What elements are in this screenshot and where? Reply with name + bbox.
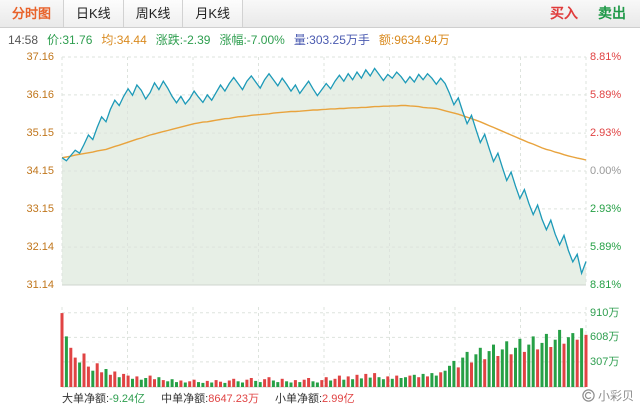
price-axis-label: 35.15 (26, 127, 54, 139)
percent-axis-label: 0.00% (590, 165, 622, 177)
buy-button[interactable]: 买入 (550, 5, 578, 21)
sell-button[interactable]: 卖出 (598, 5, 626, 21)
avg-price-line (61, 104, 587, 161)
volume-axis-label: 608万 (590, 331, 620, 343)
xiaocaibei-logo-icon (582, 389, 595, 402)
quote-time: 14:58 (8, 33, 39, 47)
quote-price: 价:31.76 (47, 33, 93, 47)
quote-average: 均:34.44 (101, 33, 147, 47)
medium-order-net: 中单净额:8647.23万 (161, 392, 259, 405)
tab-bar: 分时图 日K线 周K线 月K线 买入 卖出 (0, 0, 640, 28)
price-line (61, 67, 587, 276)
large-order-net: 大单净额:-9.24亿 (62, 392, 146, 405)
tab-intraday[interactable]: 分时图 (12, 6, 52, 21)
fund-flow-bar: 大单净额:-9.24亿 中单净额:8647.23万 小单净额:2.99亿 小彩贝 (0, 387, 640, 405)
medium-order-net-value: 8647.23万 (208, 392, 259, 405)
price-axis-label: 32.14 (26, 241, 54, 253)
large-order-net-value: -9.24亿 (109, 392, 146, 405)
watermark-text: 小彩贝 (597, 389, 634, 403)
price-area-fill (62, 68, 586, 286)
quote-amount: 额:9634.94万 (378, 33, 450, 47)
volume-axis-label: 307万 (590, 356, 620, 368)
price-axis-label: 33.15 (26, 203, 54, 215)
chart-canvas[interactable] (0, 52, 640, 390)
watermark: 小彩贝 (582, 387, 634, 404)
price-axis-label: 36.16 (26, 89, 54, 101)
percent-axis-label: 5.89% (590, 241, 622, 253)
small-order-net: 小单净额:2.99亿 (274, 392, 355, 405)
price-axis-label: 34.15 (26, 165, 54, 177)
quote-change-percent: 涨幅:-7.00% (219, 33, 285, 47)
tabbar-spacer (243, 0, 540, 27)
price-axis-label: 37.16 (26, 51, 54, 63)
tab-daily-k[interactable]: 日K线 (63, 0, 123, 27)
quote-volume: 量:303.25万手 (293, 33, 370, 47)
volume-axis-label: 910万 (590, 307, 620, 319)
percent-axis-label: 8.81% (590, 279, 622, 291)
intraday-chart: 37.16 36.16 35.15 34.15 33.15 32.14 31.1… (0, 51, 640, 390)
small-order-net-value: 2.99亿 (322, 392, 355, 405)
percent-axis-label: 8.81% (590, 51, 622, 63)
quote-change: 涨跌:-2.39 (155, 33, 211, 47)
tab-weekly-k[interactable]: 周K线 (122, 0, 183, 27)
percent-axis-label: 2.93% (590, 127, 622, 139)
volume-bars (60, 313, 588, 387)
tab-monthly-k[interactable]: 月K线 (182, 0, 244, 27)
quote-bar: 14:58 价:31.76 均:34.44 涨跌:-2.39 涨幅:-7.00%… (0, 28, 640, 52)
percent-axis-label: 2.93% (590, 203, 622, 215)
price-axis-label: 31.14 (26, 279, 54, 291)
percent-axis-label: 5.89% (590, 89, 622, 101)
